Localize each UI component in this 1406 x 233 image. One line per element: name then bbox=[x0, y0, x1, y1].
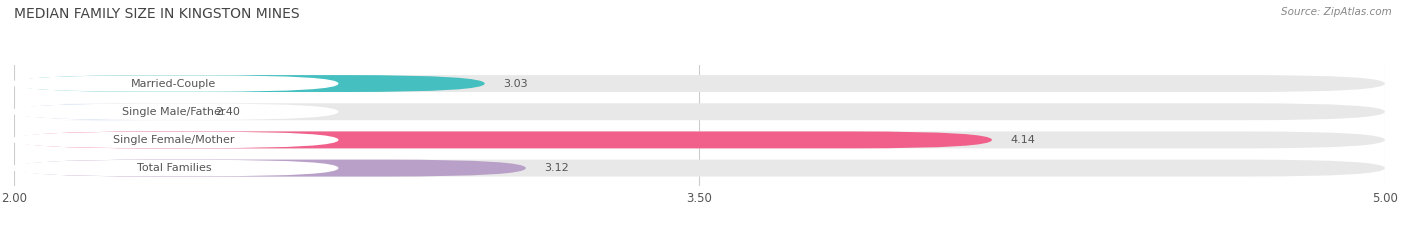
Text: 3.12: 3.12 bbox=[544, 163, 569, 173]
Text: MEDIAN FAMILY SIZE IN KINGSTON MINES: MEDIAN FAMILY SIZE IN KINGSTON MINES bbox=[14, 7, 299, 21]
FancyBboxPatch shape bbox=[14, 103, 1385, 120]
FancyBboxPatch shape bbox=[10, 132, 339, 148]
Text: 3.03: 3.03 bbox=[503, 79, 527, 89]
FancyBboxPatch shape bbox=[14, 160, 526, 177]
Text: Total Families: Total Families bbox=[136, 163, 211, 173]
FancyBboxPatch shape bbox=[14, 75, 1385, 92]
Text: Source: ZipAtlas.com: Source: ZipAtlas.com bbox=[1281, 7, 1392, 17]
Text: Married-Couple: Married-Couple bbox=[131, 79, 217, 89]
FancyBboxPatch shape bbox=[14, 131, 1385, 148]
FancyBboxPatch shape bbox=[14, 103, 197, 120]
FancyBboxPatch shape bbox=[14, 75, 485, 92]
FancyBboxPatch shape bbox=[10, 160, 339, 176]
FancyBboxPatch shape bbox=[14, 131, 993, 148]
FancyBboxPatch shape bbox=[14, 160, 1385, 177]
Text: Single Male/Father: Single Male/Father bbox=[122, 107, 226, 117]
Text: 4.14: 4.14 bbox=[1010, 135, 1035, 145]
Text: 2.40: 2.40 bbox=[215, 107, 240, 117]
FancyBboxPatch shape bbox=[10, 103, 339, 120]
Text: Single Female/Mother: Single Female/Mother bbox=[114, 135, 235, 145]
FancyBboxPatch shape bbox=[10, 75, 339, 92]
